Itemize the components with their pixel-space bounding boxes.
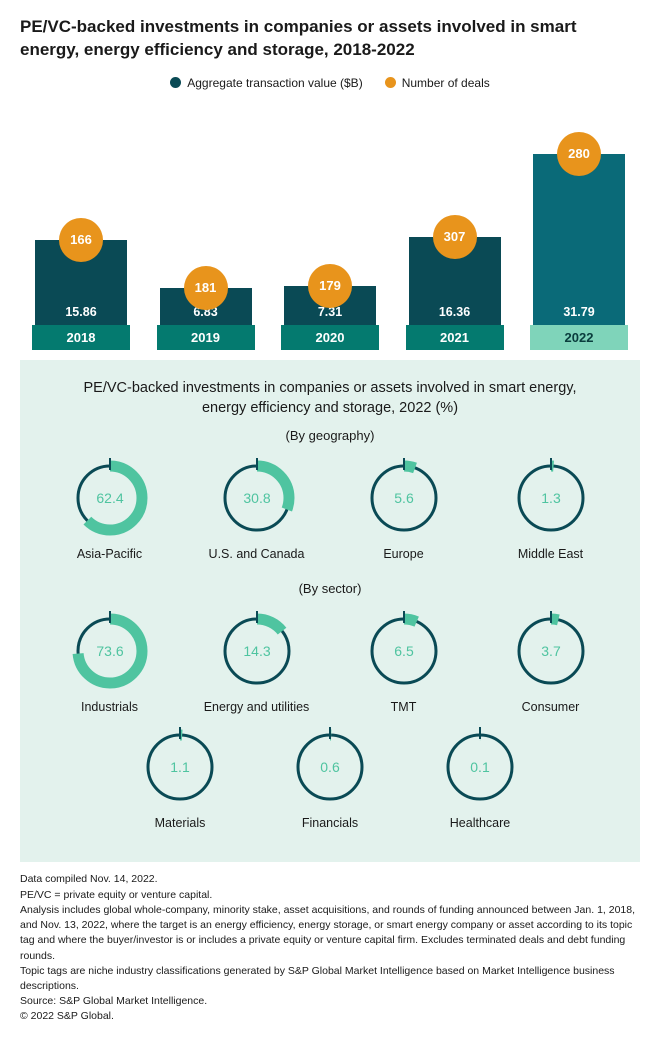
donuts-panel: PE/VC-backed investments in companies or… [20, 360, 640, 863]
donut-cell: 1.1 Materials [110, 724, 250, 830]
donut-cell: 1.3 Middle East [481, 455, 621, 561]
svg-text:1.3: 1.3 [541, 490, 561, 506]
legend-swatch-value [170, 77, 181, 88]
donut-label: Asia-Pacific [77, 547, 142, 561]
bar-value-label: 16.36 [409, 305, 501, 319]
deals-circle: 181 [184, 266, 228, 310]
footer-line: Source: S&P Global Market Intelligence. [20, 994, 640, 1009]
donut-label: Middle East [518, 547, 583, 561]
deals-circle: 307 [433, 215, 477, 259]
footer-notes: Data compiled Nov. 14, 2022.PE/VC = priv… [20, 872, 640, 1024]
bar-column: 1816.832019 [151, 112, 261, 350]
donut-label: TMT [391, 700, 417, 714]
footer-line: PE/VC = private equity or venture capita… [20, 888, 640, 903]
svg-text:6.5: 6.5 [394, 643, 414, 659]
bar-year-label: 2018 [32, 325, 130, 350]
deals-circle: 179 [308, 264, 352, 308]
sector-row-2: 1.1 Materials 0.6 Financials 0.1 Healthcare [36, 724, 624, 840]
legend-swatch-deals [385, 77, 396, 88]
footer-line: © 2022 S&P Global. [20, 1009, 640, 1024]
bar-year-label: 2021 [406, 325, 504, 350]
donuts-title: PE/VC-backed investments in companies or… [36, 378, 624, 419]
value-bar: 31.79 [533, 154, 625, 325]
bar-chart: 166 15.86 2018 1816.8320191797.312020 307 16.… [20, 112, 640, 350]
donut-cell: 14.3 Energy and utilities [187, 608, 327, 714]
donut-label: Europe [383, 547, 423, 561]
donut-cell: 30.8 U.S. and Canada [187, 455, 327, 561]
donut-cell: 62.4 Asia-Pacific [40, 455, 180, 561]
footer-line: Analysis includes global whole-company, … [20, 903, 640, 964]
geography-row: 62.4 Asia-Pacific 30.8 U.S. and Canada 5.6 Eu… [36, 455, 624, 571]
legend-deals-label: Number of deals [402, 76, 490, 90]
donut-cell: 0.1 Healthcare [410, 724, 550, 830]
legend: Aggregate transaction value ($B) Number … [20, 76, 640, 90]
donut-label: Materials [155, 816, 206, 830]
donut-label: Industrials [81, 700, 138, 714]
bar-column: 280 31.79 2022 [524, 112, 634, 350]
svg-text:5.6: 5.6 [394, 490, 414, 506]
sector-row-1: 73.6 Industrials 14.3 Energy and utilities 6… [36, 608, 624, 724]
svg-text:3.7: 3.7 [541, 643, 561, 659]
svg-text:0.1: 0.1 [470, 759, 490, 775]
chart-title: PE/VC-backed investments in companies or… [20, 16, 640, 62]
donut-cell: 6.5 TMT [334, 608, 474, 714]
svg-text:14.3: 14.3 [243, 643, 270, 659]
bar-year-label: 2020 [281, 325, 379, 350]
bar-column: 166 15.86 2018 [26, 112, 136, 350]
bar-column: 1797.312020 [275, 112, 385, 350]
donut-label: U.S. and Canada [209, 547, 305, 561]
bar-year-label: 2019 [157, 325, 255, 350]
bar-column: 307 16.36 2021 [400, 112, 510, 350]
donut-cell: 3.7 Consumer [481, 608, 621, 714]
footer-line: Data compiled Nov. 14, 2022. [20, 872, 640, 887]
geography-subtitle: (By geography) [36, 428, 624, 443]
svg-text:62.4: 62.4 [96, 490, 123, 506]
legend-deals: Number of deals [385, 76, 490, 90]
bar-value-label: 15.86 [35, 305, 127, 319]
svg-text:73.6: 73.6 [96, 643, 123, 659]
donut-label: Energy and utilities [204, 700, 310, 714]
donut-label: Healthcare [450, 816, 510, 830]
footer-line: Topic tags are niche industry classifica… [20, 964, 640, 994]
donut-cell: 5.6 Europe [334, 455, 474, 561]
deals-circle: 166 [59, 218, 103, 262]
deals-circle: 280 [557, 132, 601, 176]
donut-label: Consumer [522, 700, 580, 714]
donut-cell: 0.6 Financials [260, 724, 400, 830]
svg-text:1.1: 1.1 [170, 759, 190, 775]
legend-value-label: Aggregate transaction value ($B) [187, 76, 362, 90]
svg-text:0.6: 0.6 [320, 759, 340, 775]
svg-text:30.8: 30.8 [243, 490, 270, 506]
donut-label: Financials [302, 816, 358, 830]
bar-value-label: 31.79 [533, 305, 625, 319]
sector-subtitle: (By sector) [36, 581, 624, 596]
bar-year-label: 2022 [530, 325, 628, 350]
donut-cell: 73.6 Industrials [40, 608, 180, 714]
legend-value: Aggregate transaction value ($B) [170, 76, 362, 90]
